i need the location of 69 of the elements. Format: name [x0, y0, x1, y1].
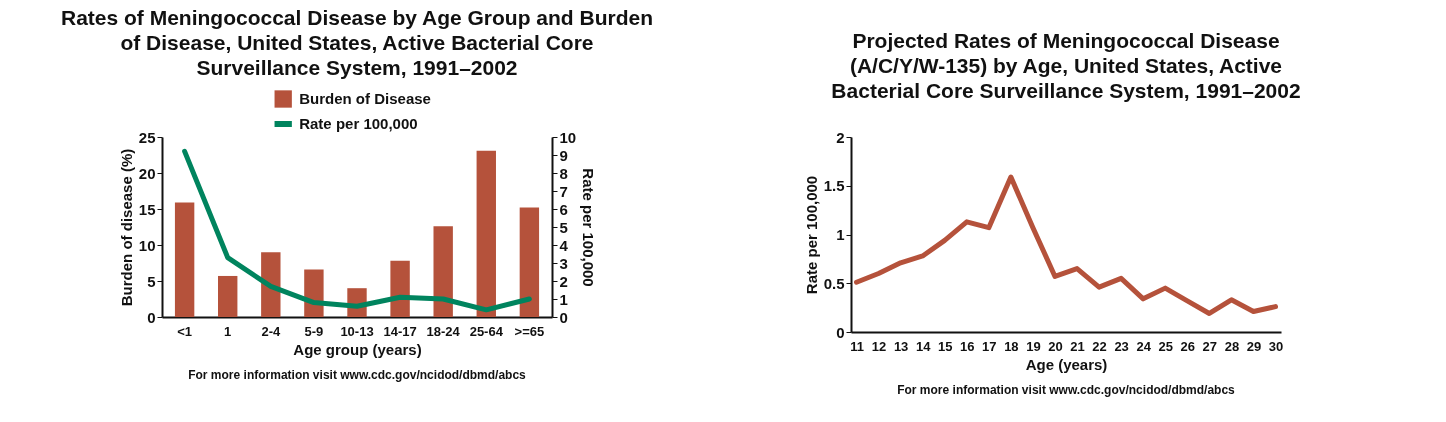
x-axis-title: Age group (years) — [293, 340, 422, 358]
y2-tick-label: 8 — [559, 164, 568, 182]
x-tick-label: 12 — [871, 338, 887, 354]
y2-tick-label: 7 — [559, 182, 568, 200]
y-tick-label: 1 — [836, 226, 845, 243]
bar — [476, 150, 496, 317]
y-tick-label: 0.5 — [823, 274, 845, 292]
x-tick-label: 17 — [982, 338, 997, 354]
x-tick-label: 27 — [1202, 338, 1218, 354]
y2-tick-label: 0 — [559, 308, 568, 326]
y2-tick-label: 3 — [559, 254, 568, 272]
x-tick-label: 15 — [937, 338, 953, 354]
x-tick-label: 25 — [1158, 338, 1173, 354]
y-tick-label: 1.5 — [823, 177, 845, 195]
x-tick-label: <1 — [177, 323, 193, 339]
y-tick-label: 15 — [138, 200, 156, 218]
y-axis-title: Rate per 100,000 — [802, 175, 820, 295]
x-tick-label: 2-4 — [261, 323, 281, 339]
x-tick-label: 18 — [1004, 338, 1019, 354]
x-tick-label: 28 — [1224, 338, 1240, 354]
bar — [218, 275, 238, 317]
bar — [174, 202, 195, 317]
bar — [261, 252, 281, 317]
y-tick-label: 10 — [138, 236, 156, 254]
bar — [433, 226, 453, 317]
x-tick-label: 24 — [1136, 338, 1152, 354]
y-axis-title: Burden of disease (%) — [117, 148, 135, 307]
x-tick-label: 10-13 — [340, 323, 374, 339]
legend-label: Rate per 100,000 — [299, 115, 418, 132]
y2-tick-label: 6 — [559, 200, 568, 218]
x-tick-label: 20 — [1048, 338, 1063, 354]
x-tick-label: 14 — [915, 338, 932, 354]
y2-tick-label: 5 — [559, 218, 568, 236]
y-tick-label: 0 — [836, 323, 845, 341]
x-tick-label: 11 — [850, 338, 864, 354]
x-tick-label: 22 — [1092, 338, 1107, 354]
y2-tick-label: 10 — [559, 128, 577, 146]
x-axis-title: Age (years) — [1025, 355, 1108, 373]
x-tick-label: 23 — [1114, 338, 1129, 354]
text: For more information visit www.cdc.gov/ncidod/dbmd/abcs — [897, 383, 1236, 397]
y2-tick-label: 1 — [559, 290, 568, 308]
bar — [390, 260, 410, 317]
x-tick-label: 21 — [1070, 338, 1085, 354]
x-tick-label: 26 — [1180, 338, 1196, 354]
x-tick-label: 13 — [893, 338, 909, 354]
x-tick-label: 25-64 — [469, 323, 504, 339]
x-tick-label: 29 — [1246, 338, 1262, 354]
y2-axis-title: Rate per 100,000 — [580, 168, 598, 287]
y-tick-label: 0 — [147, 308, 156, 326]
x-tick-label: 14-17 — [383, 323, 417, 339]
x-tick-label: >=65 — [514, 323, 545, 339]
y2-tick-label: 9 — [559, 146, 568, 164]
y-tick-label: 20 — [138, 164, 156, 182]
chart-title: Rates of Meningococcal Disease by Age Group and Burden of Disease, United States, Active Bacterial Core Surveillance System, 1991–2002 — [60, 6, 654, 79]
bar — [519, 207, 540, 317]
x-tick-label: 19 — [1026, 338, 1041, 354]
y-tick-label: 2 — [836, 128, 845, 146]
text: For more information visit www.cdc.gov/ncidod/dbmd/abcs — [188, 368, 527, 382]
x-tick-label: 16 — [960, 338, 975, 354]
x-tick-label: 5-9 — [304, 323, 324, 339]
x-tick-label: 18-24 — [426, 323, 461, 339]
chart-title: Projected Rates of Meningococcal Disease (A/C/Y/W-135) by Age, United States, Active Bacterial Core Surveillance System, 1991–2002 — [831, 29, 1301, 102]
legend-label: Burden of Disease — [299, 90, 431, 107]
y-tick-label: 5 — [147, 272, 156, 290]
y2-tick-label: 4 — [559, 236, 569, 254]
y2-tick-label: 2 — [559, 272, 568, 290]
y-tick-label: 25 — [138, 128, 156, 146]
x-tick-label: 1 — [224, 323, 232, 339]
x-tick-label: 30 — [1268, 338, 1284, 354]
